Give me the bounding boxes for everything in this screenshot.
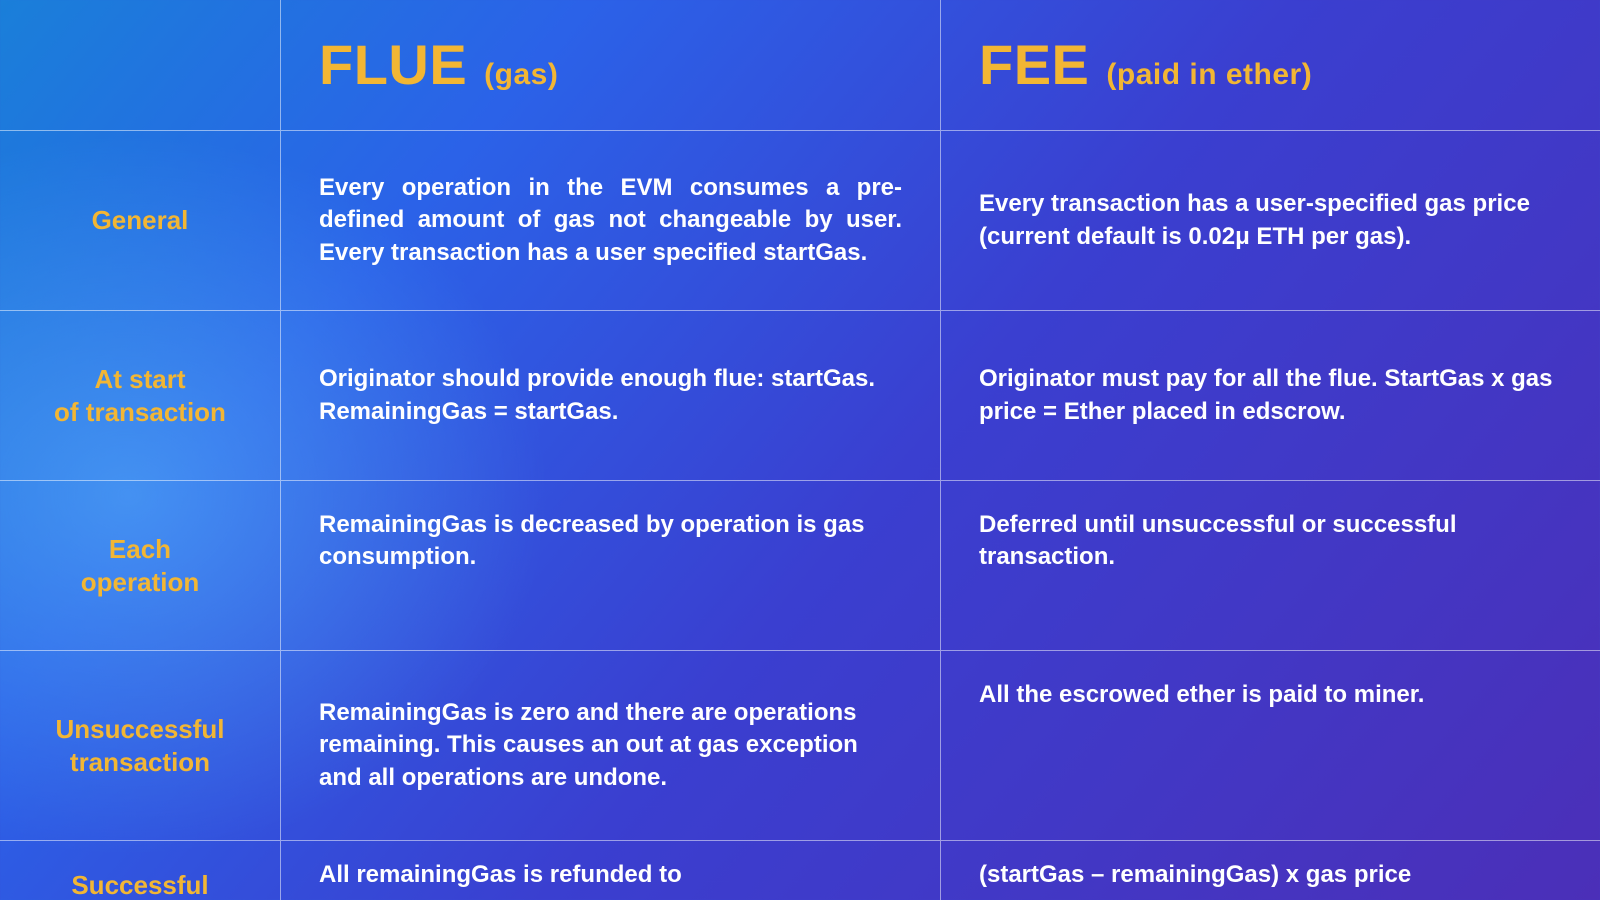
header-fee-main: FEE [979,33,1089,96]
row-label-text: Eachoperation [81,533,199,598]
cell-text: RemainingGas is decreased by operation i… [319,509,902,574]
table-row: Eachoperation RemainingGas is decreased … [0,480,1600,650]
table-row: Unsuccessfultransaction RemainingGas is … [0,650,1600,840]
cell-text: Originator should provide enough flue: s… [319,363,902,428]
row-label-text: General [92,204,189,237]
row-label: Successful [0,841,280,900]
table-row: General Every operation in the EVM consu… [0,130,1600,310]
table-header-row: FLUE (gas) FEE (paid in ether) [0,0,1600,130]
cell-flue: All remainingGas is refunded to [280,841,940,900]
header-blank [0,0,280,130]
row-label-text: At startof transaction [54,363,226,428]
header-flue: FLUE (gas) [280,0,940,130]
header-flue-sub: (gas) [484,58,558,91]
header-fee: FEE (paid in ether) [940,0,1600,130]
cell-text: Every transaction has a user-specified g… [979,188,1562,253]
cell-text: Originator must pay for all the flue. St… [979,363,1562,428]
header-fee-sub: (paid in ether) [1106,58,1312,91]
cell-fee: All the escrowed ether is paid to miner. [940,651,1600,840]
cell-flue: RemainingGas is zero and there are opera… [280,651,940,840]
header-flue-title: FLUE (gas) [319,37,558,93]
comparison-table: FLUE (gas) FEE (paid in ether) General E… [0,0,1600,900]
cell-fee: Originator must pay for all the flue. St… [940,311,1600,480]
cell-fee: Deferred until unsuccessful or successfu… [940,481,1600,650]
row-label: At startof transaction [0,311,280,480]
row-label: Unsuccessfultransaction [0,651,280,840]
cell-flue: Originator should provide enough flue: s… [280,311,940,480]
row-label-text: Unsuccessfultransaction [55,713,224,778]
cell-flue: Every operation in the EVM consumes a pr… [280,131,940,310]
header-flue-main: FLUE [319,33,467,96]
table-row: Successful All remainingGas is refunded … [0,840,1600,900]
cell-fee: (startGas – remainingGas) x gas price [940,841,1600,900]
header-fee-title: FEE (paid in ether) [979,37,1312,93]
cell-text: (startGas – remainingGas) x gas price [979,859,1562,891]
row-label: General [0,131,280,310]
cell-text: Deferred until unsuccessful or successfu… [979,509,1562,574]
cell-fee: Every transaction has a user-specified g… [940,131,1600,310]
cell-flue: RemainingGas is decreased by operation i… [280,481,940,650]
row-label-text: Successful [71,869,208,900]
cell-text: Every operation in the EVM consumes a pr… [319,172,902,269]
cell-text: All the escrowed ether is paid to miner. [979,679,1562,711]
cell-text: RemainingGas is zero and there are opera… [319,697,902,794]
table-row: At startof transaction Originator should… [0,310,1600,480]
cell-text: All remainingGas is refunded to [319,859,902,891]
row-label: Eachoperation [0,481,280,650]
